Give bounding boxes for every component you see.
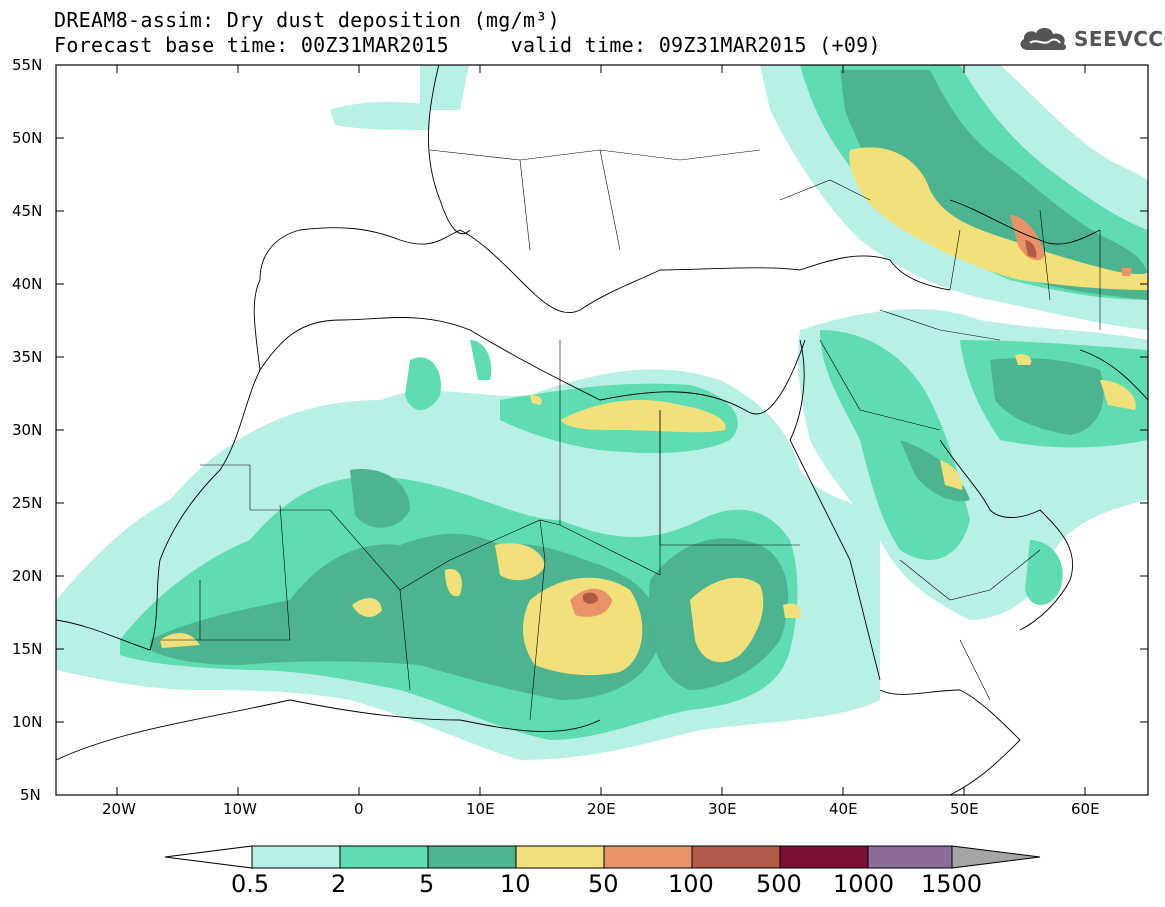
lon-label: 0 bbox=[354, 800, 364, 818]
lon-grid-ticks bbox=[116, 65, 1086, 795]
dust-field bbox=[56, 65, 1148, 760]
level-100-contours bbox=[583, 240, 1037, 604]
colorbar-swatch bbox=[515, 845, 605, 869]
lat-label: 50N bbox=[12, 129, 43, 147]
lat-label: 15N bbox=[12, 640, 43, 658]
colorbar-label: 2 bbox=[331, 870, 347, 898]
map-frame bbox=[55, 64, 1149, 796]
lon-label: 10E bbox=[466, 800, 495, 818]
political-borders bbox=[160, 149, 1101, 721]
colorbar-swatch bbox=[251, 845, 341, 869]
lon-label: 50E bbox=[950, 800, 979, 818]
colorbar-label: 50 bbox=[588, 870, 619, 898]
cloud-icon bbox=[1020, 27, 1067, 51]
level-10-contours bbox=[160, 147, 1148, 676]
colorbar-swatch bbox=[427, 845, 517, 869]
coastlines-borders bbox=[56, 65, 1148, 795]
map-title: DREAM8-assim: Dry dust deposition (mg/m³… bbox=[54, 8, 560, 32]
colorbar-swatch bbox=[691, 845, 781, 869]
colorbar-over-triangle bbox=[951, 845, 1041, 869]
lon-label: 60E bbox=[1071, 800, 1100, 818]
seevccc-logo: SEEVCCC bbox=[1018, 24, 1165, 54]
colorbar bbox=[164, 845, 1041, 869]
logo-text: SEEVCCC bbox=[1074, 27, 1165, 51]
lon-label: 10W bbox=[223, 800, 257, 818]
colorbar-label: 100 bbox=[668, 870, 714, 898]
map-subtitle: Forecast base time: 00Z31MAR2015 valid t… bbox=[54, 33, 881, 57]
lon-label: 20E bbox=[587, 800, 616, 818]
colorbar-swatch bbox=[867, 845, 953, 869]
lat-label: 55N bbox=[12, 56, 43, 74]
colorbar-label: 10 bbox=[500, 870, 531, 898]
lat-label: 40N bbox=[12, 275, 43, 293]
colorbar-label: 5 bbox=[419, 870, 435, 898]
colorbar-label: 1500 bbox=[921, 870, 983, 898]
lat-label: 10N bbox=[12, 713, 43, 731]
lat-label: 45N bbox=[12, 202, 43, 220]
colorbar-under-triangle bbox=[164, 845, 253, 869]
colorbar-label: 0.5 bbox=[231, 870, 270, 898]
colorbar-swatch bbox=[603, 845, 693, 869]
lon-label: 20W bbox=[102, 800, 136, 818]
lon-label: 40E bbox=[829, 800, 858, 818]
colorbar-swatch bbox=[779, 845, 869, 869]
lat-label: 5N bbox=[20, 786, 41, 804]
colorbar-label: 1000 bbox=[833, 870, 895, 898]
lat-label: 30N bbox=[12, 421, 43, 439]
colorbar-label: 500 bbox=[756, 870, 802, 898]
lat-label: 25N bbox=[12, 494, 43, 512]
lat-label: 35N bbox=[12, 348, 43, 366]
colorbar-swatch bbox=[339, 845, 429, 869]
lon-label: 30E bbox=[708, 800, 737, 818]
lat-label: 20N bbox=[12, 567, 43, 585]
